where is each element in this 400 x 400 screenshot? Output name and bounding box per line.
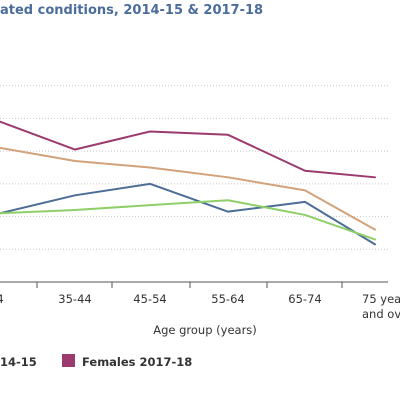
- x-axis-title: Age group (years): [153, 323, 257, 337]
- x-tick-label: 35-44: [58, 292, 91, 306]
- series-line-3: [0, 120, 376, 179]
- legend-label: Females 2017-18: [82, 355, 192, 369]
- x-tick-label: 45-54: [133, 292, 166, 306]
- legend-label: 14-15: [0, 355, 37, 369]
- legend-swatch: [62, 354, 75, 367]
- x-tick-label: 4: [0, 292, 4, 306]
- series-line-0: [0, 182, 376, 246]
- x-tick-label: 65-74: [288, 292, 321, 306]
- series-line-2: [0, 199, 376, 241]
- x-tick-label: 55-64: [211, 292, 244, 306]
- x-tick-label: and ov: [362, 307, 400, 321]
- series-line-1: [0, 146, 376, 231]
- chart-title: ated conditions, 2014-15 & 2017-18: [0, 3, 264, 18]
- x-tick-label: 75 yea: [362, 292, 400, 306]
